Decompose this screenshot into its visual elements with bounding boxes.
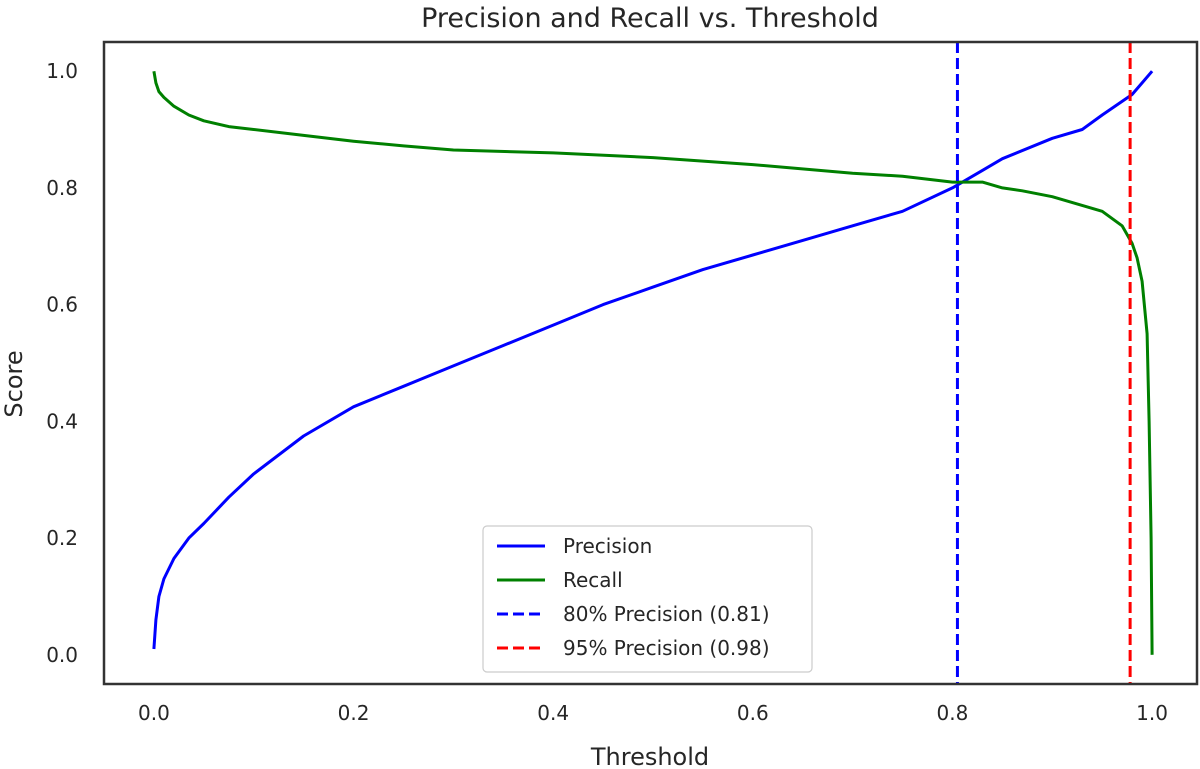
y-tick-label: 0.2 (46, 526, 78, 550)
x-axis-label: Threshold (590, 743, 709, 769)
y-tick-label: 0.6 (46, 293, 78, 317)
chart-title: Precision and Recall vs. Threshold (421, 3, 879, 34)
legend-label-recall: Recall (563, 568, 623, 592)
legend-label-95-precision-0-98: 95% Precision (0.98) (563, 636, 770, 660)
legend-box (482, 525, 813, 673)
legend-label-precision: Precision (563, 534, 652, 558)
series-line-precision (152, 70, 1154, 650)
series-line-recall (152, 70, 1154, 655)
x-tick-labels: 0.0 0.2 0.4 0.6 0.8 1.0 (138, 701, 1168, 725)
x-tick-label: 0.6 (737, 701, 769, 725)
y-tick-label: 0.8 (46, 176, 78, 200)
y-tick-label: 0.4 (46, 409, 78, 433)
x-tick-label: 0.8 (937, 701, 969, 725)
y-tick-labels: 0.0 0.2 0.4 0.6 0.8 1.0 (46, 59, 78, 667)
x-tick-label: 0.2 (338, 701, 370, 725)
y-tick-label: 0.0 (46, 643, 78, 667)
axes-frame (102, 40, 1199, 686)
x-tick-label: 1.0 (1136, 701, 1168, 725)
legend: Precision Recall 80% Precision (0.81) 95% P… (482, 525, 813, 673)
legend-label-80-precision-0-81: 80% Precision (0.81) (563, 602, 770, 626)
y-axis-label: Score (0, 350, 28, 417)
x-tick-label: 0.0 (138, 701, 170, 725)
y-tick-label: 1.0 (46, 59, 78, 83)
x-tick-label: 0.4 (537, 701, 569, 725)
plot-area (152, 42, 1154, 684)
